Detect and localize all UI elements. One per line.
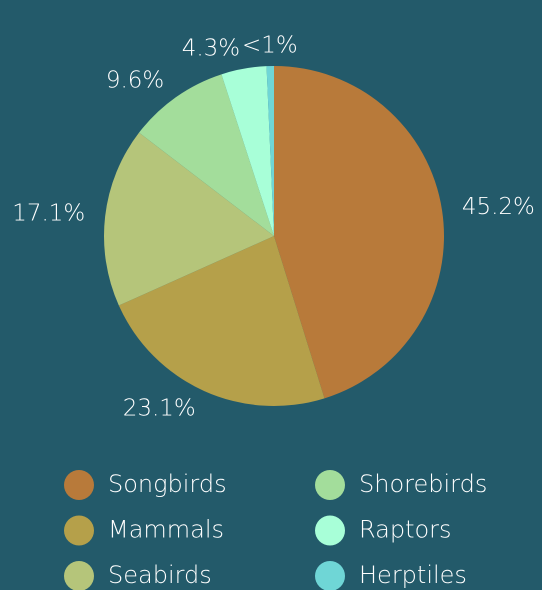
pie-slice xyxy=(266,66,274,236)
legend-swatch xyxy=(315,561,345,590)
legend-label: Seabirds xyxy=(108,561,212,589)
data-label: <1% xyxy=(242,33,298,59)
legend-label: Raptors xyxy=(359,516,452,544)
data-label: 23.1% xyxy=(123,396,196,422)
data-label: 9.6% xyxy=(106,67,164,93)
legend-swatch xyxy=(315,470,345,500)
pie-slice xyxy=(274,66,445,399)
data-label: 45.2% xyxy=(462,194,535,220)
legend-label: Songbirds xyxy=(108,470,227,498)
legend-swatch xyxy=(315,515,345,546)
legend-label: Mammals xyxy=(108,516,224,544)
pie-slice xyxy=(118,236,325,406)
pie-slice xyxy=(139,74,274,236)
legend-swatch xyxy=(64,515,94,546)
pie-slice xyxy=(103,132,274,306)
data-label: 4.3% xyxy=(182,36,240,62)
legend-swatch xyxy=(64,561,94,590)
data-label: 17.1% xyxy=(12,200,85,226)
legend-swatch xyxy=(64,470,94,500)
legend-label: Herptiles xyxy=(359,561,467,589)
pie-slice xyxy=(221,66,274,236)
legend-label: Shorebirds xyxy=(359,470,487,498)
